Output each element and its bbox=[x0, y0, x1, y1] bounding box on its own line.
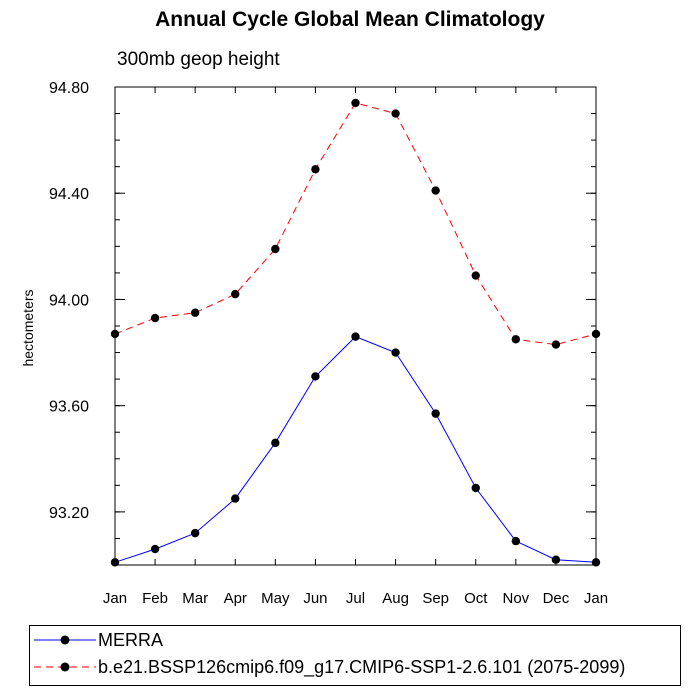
legend-item-model: b.e21.BSSP126cmip6.f09_g17.CMIP6-SSP1-2.… bbox=[30, 655, 680, 681]
x-tick-label: Aug bbox=[382, 590, 409, 607]
x-tick-label: Jan bbox=[103, 590, 127, 607]
series-0-point bbox=[150, 544, 160, 554]
legend-swatch-model bbox=[34, 662, 96, 672]
series-1-point bbox=[190, 308, 200, 317]
series-0-point bbox=[110, 558, 120, 567]
axes: Jan Feb Mar Apr May Jun Jul Aug Sep Oct Nov Dec Jan 9… bbox=[49, 80, 608, 607]
series-0-point bbox=[311, 372, 320, 381]
legend-label-model: b.e21.BSSP126cmip6.f09_g17.CMIP6-SSP1-2.… bbox=[98, 657, 626, 677]
series-1-point bbox=[271, 244, 280, 254]
series-1-point bbox=[391, 109, 400, 118]
legend-label-merra: MERRA bbox=[98, 630, 164, 650]
series-1-point bbox=[551, 340, 561, 349]
x-tick-label: Sep bbox=[422, 590, 449, 607]
series-0-point bbox=[190, 528, 200, 538]
series-0-point bbox=[391, 348, 400, 357]
legend-item-merra: MERRA bbox=[30, 628, 680, 654]
series-line-1 bbox=[114, 102, 597, 346]
y-tick-label: 93.20 bbox=[49, 505, 89, 522]
x-tick-label: Dec bbox=[543, 590, 570, 607]
x-tick-label: Nov bbox=[502, 590, 529, 607]
series-1-point bbox=[511, 335, 521, 344]
series-line-0 bbox=[114, 336, 597, 563]
series-1-point bbox=[311, 165, 320, 174]
y-tick-label: 94.80 bbox=[49, 80, 89, 97]
legend: MERRA b.e21.BSSP126cmip6.f09_g17.CMIP6-S… bbox=[29, 625, 681, 686]
x-tick-label: May bbox=[261, 590, 290, 607]
series-1-point bbox=[471, 271, 480, 280]
y-axis-label: hectometers bbox=[20, 289, 36, 366]
x-tick-label: Oct bbox=[464, 590, 488, 607]
x-tick-label: Jul bbox=[346, 590, 365, 607]
series-0-point bbox=[511, 536, 521, 546]
plot-area: Jan Feb Mar Apr May Jun Jul Aug Sep Oct Nov Dec Jan 9… bbox=[20, 80, 608, 607]
series-0-point bbox=[351, 332, 360, 341]
x-tick-label: Feb bbox=[142, 590, 168, 607]
series-0-point bbox=[231, 494, 240, 503]
series-0-point bbox=[271, 438, 280, 448]
legend-swatch-merra bbox=[34, 635, 96, 645]
series-1-point bbox=[591, 329, 601, 339]
series-0-point bbox=[591, 558, 601, 567]
series-layer bbox=[110, 98, 601, 567]
series-1-point bbox=[431, 186, 440, 195]
series-1-point bbox=[231, 289, 240, 299]
y-tick-label: 94.40 bbox=[49, 186, 89, 203]
series-1-point bbox=[110, 329, 120, 339]
series-1-point bbox=[351, 98, 360, 108]
series-1-point bbox=[150, 313, 160, 323]
plot-frame bbox=[114, 86, 597, 566]
y-tick-label: 93.60 bbox=[49, 399, 89, 416]
x-tick-label: Jan bbox=[584, 590, 608, 607]
series-0-point bbox=[431, 409, 440, 418]
x-tick-label: Mar bbox=[182, 590, 208, 607]
y-tick-label: 94.00 bbox=[49, 292, 89, 309]
series-0-point bbox=[471, 483, 480, 493]
chart-title: Annual Cycle Global Mean Climatology bbox=[155, 8, 545, 31]
chart-subtitle: 300mb geop height bbox=[117, 49, 280, 70]
x-tick-label: Apr bbox=[224, 590, 247, 607]
series-0-point bbox=[551, 555, 561, 564]
x-tick-label: Jun bbox=[303, 590, 327, 607]
